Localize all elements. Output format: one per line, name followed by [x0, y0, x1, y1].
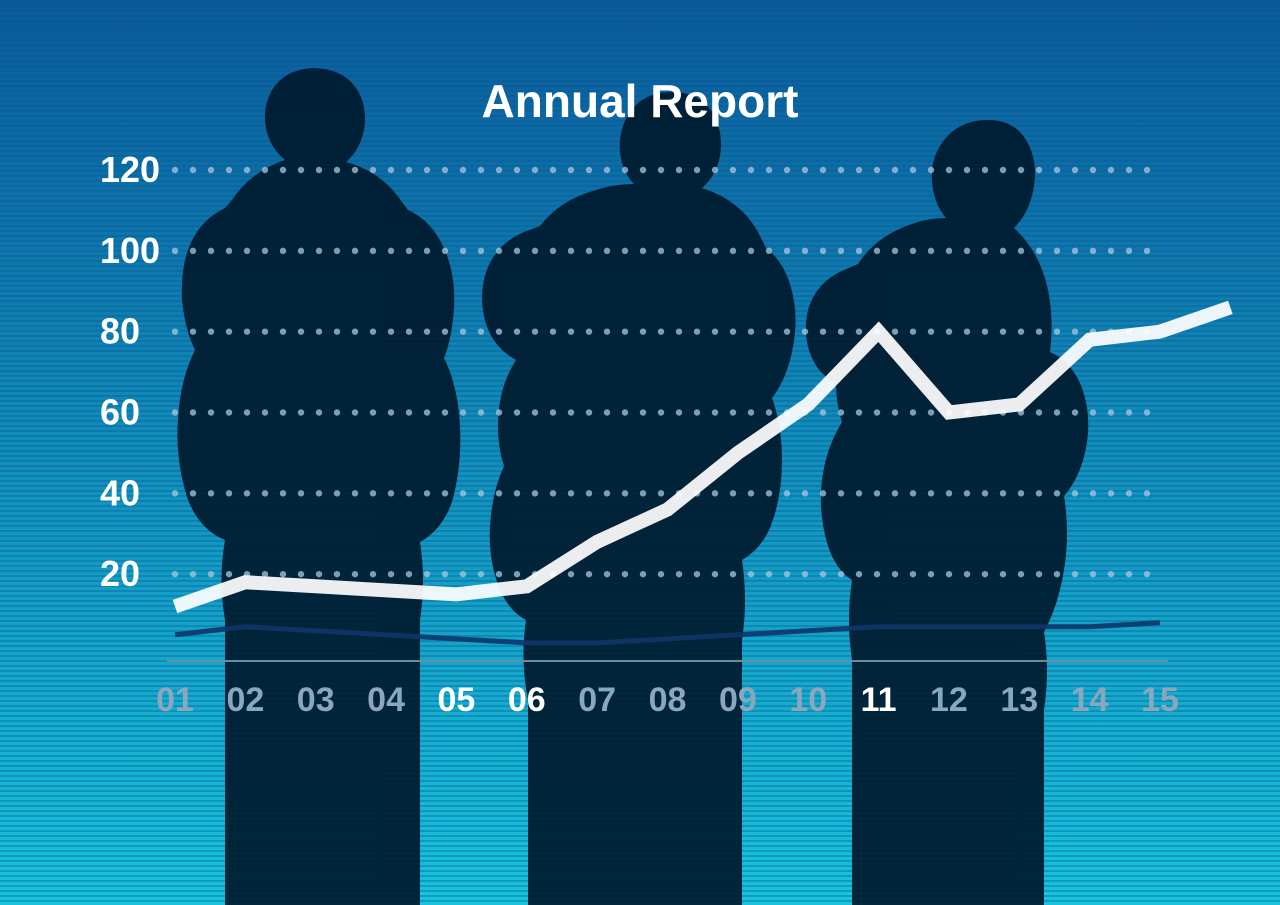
svg-text:01: 01	[156, 681, 194, 719]
line-chart: 20 40 60 80 100 120 01 02 03 04 05 06 07 08 09 10 11 12 13…	[0, 0, 1280, 905]
svg-text:60: 60	[100, 392, 140, 433]
svg-text:10: 10	[789, 681, 827, 719]
svg-text:40: 40	[100, 472, 140, 513]
svg-text:07: 07	[578, 681, 616, 719]
y-axis-labels: 20 40 60 80 100 120	[100, 149, 160, 594]
svg-text:08: 08	[649, 681, 687, 719]
svg-text:15: 15	[1141, 681, 1179, 719]
secondary-flat-line	[175, 623, 1160, 643]
stage: Annual Report 20406080100120010203040506…	[0, 0, 1280, 905]
primary-trend-line	[175, 307, 1230, 606]
svg-text:03: 03	[297, 681, 335, 719]
svg-text:20: 20	[100, 553, 140, 594]
svg-text:06: 06	[508, 681, 546, 719]
svg-text:11: 11	[861, 681, 897, 719]
svg-text:100: 100	[100, 230, 160, 271]
svg-text:14: 14	[1071, 681, 1109, 719]
svg-text:12: 12	[930, 681, 968, 719]
svg-text:13: 13	[1000, 681, 1038, 719]
svg-text:05: 05	[438, 681, 476, 719]
svg-text:09: 09	[719, 681, 757, 719]
series-group	[175, 307, 1230, 642]
svg-text:120: 120	[100, 149, 160, 190]
svg-text:02: 02	[226, 681, 264, 719]
x-axis-labels: 01 02 03 04 05 06 07 08 09 10 11 12 13 14 15	[156, 681, 1179, 719]
svg-text:80: 80	[100, 311, 140, 352]
svg-text:04: 04	[367, 681, 405, 719]
